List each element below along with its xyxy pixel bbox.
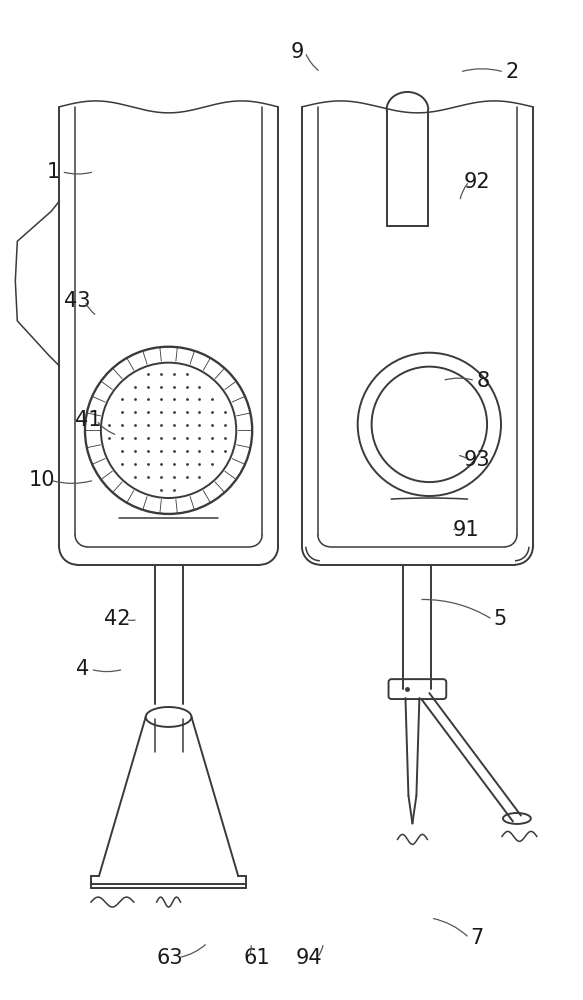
- Text: 4: 4: [76, 659, 89, 679]
- Text: 7: 7: [470, 928, 484, 948]
- Text: 10: 10: [29, 470, 55, 490]
- Text: 2: 2: [505, 62, 519, 82]
- Text: 1: 1: [47, 162, 60, 182]
- Text: 9: 9: [290, 42, 304, 62]
- Text: 41: 41: [75, 410, 101, 430]
- Text: 8: 8: [476, 371, 490, 391]
- Text: 92: 92: [464, 172, 490, 192]
- Text: 43: 43: [64, 291, 90, 311]
- Text: 93: 93: [464, 450, 490, 470]
- Text: 42: 42: [104, 609, 131, 629]
- Text: 5: 5: [494, 609, 507, 629]
- Text: 61: 61: [243, 948, 270, 968]
- Text: 63: 63: [156, 948, 183, 968]
- Text: 91: 91: [452, 520, 479, 540]
- Text: 94: 94: [296, 948, 322, 968]
